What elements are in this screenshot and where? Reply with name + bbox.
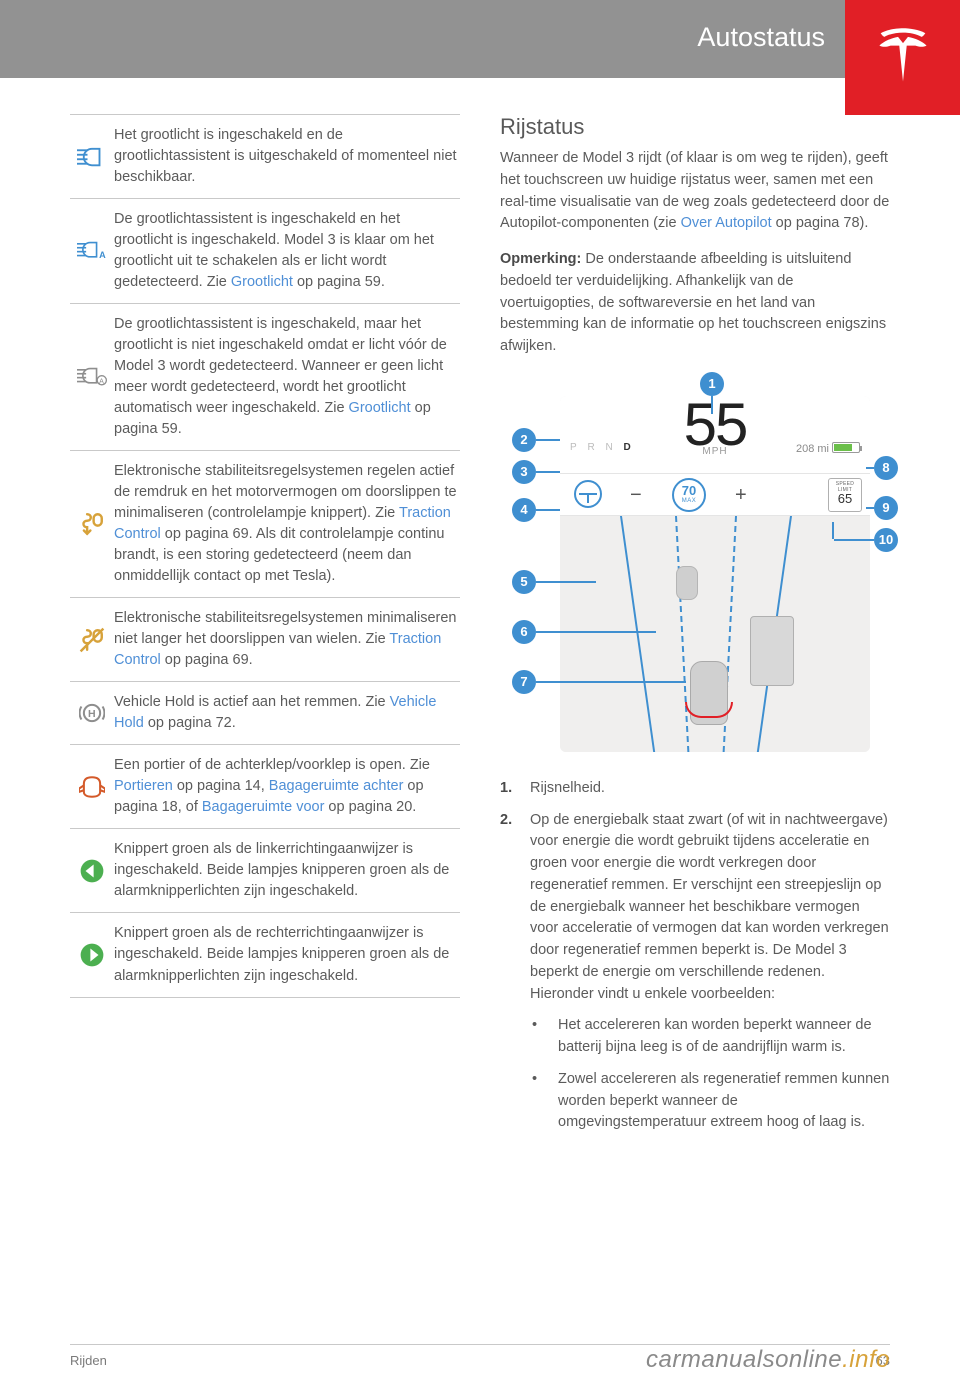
indicator-row: Een portier of de achterklep/voorklep is… xyxy=(70,745,460,829)
content-columns: Het grootlicht is ingeschakeld en de gro… xyxy=(0,78,960,1154)
page: Autostatus Het grootlicht is ingeschakel… xyxy=(0,0,960,1396)
tesla-logo-icon xyxy=(872,27,934,89)
gear-indicator: P R N D xyxy=(570,442,635,453)
battery-icon xyxy=(832,442,860,453)
max-speed-circle: 70MAX xyxy=(672,478,706,512)
indicator-text: Het grootlicht is ingeschakeld en de gro… xyxy=(114,125,460,188)
touchscreen-frame: 55 P R N D MPH 208 mi − 70MAX + SPEED LI… xyxy=(560,396,870,752)
indicator-text: De grootlichtassistent is ingeschakeld e… xyxy=(114,209,460,293)
header-title: Autostatus xyxy=(697,22,825,53)
indicator-text: Elektronische stabiliteitsregelsystemen … xyxy=(114,461,460,587)
speed-unit: MPH xyxy=(702,446,727,457)
traction-control-icon xyxy=(70,511,114,537)
indicator-row: Het grootlicht is ingeschakeld en de gro… xyxy=(70,114,460,199)
callout-8: 8 xyxy=(874,456,898,480)
indicator-text: De grootlichtassistent is ingeschakeld, … xyxy=(114,314,460,440)
link-bagage-achter[interactable]: Bagageruimte achter xyxy=(269,778,404,794)
header-bar: Autostatus xyxy=(0,0,960,78)
range-display: 208 mi xyxy=(796,442,860,455)
steering-wheel-icon xyxy=(574,480,602,508)
callout-4: 4 xyxy=(512,498,536,522)
turn-right-icon xyxy=(70,942,114,968)
list-item: 2. Op de energiebalk staat zwart (of wit… xyxy=(500,810,890,1145)
right-column: Rijstatus Wanneer de Model 3 rijdt (of k… xyxy=(500,114,890,1154)
door-open-icon xyxy=(70,774,114,800)
link-over-autopilot[interactable]: Over Autopilot xyxy=(681,215,772,231)
indicator-row: A De grootlichtassistent is ingeschakeld… xyxy=(70,304,460,451)
indicator-row: H Vehicle Hold is actief aan het remmen.… xyxy=(70,682,460,745)
note-paragraph: Opmerking: De onderstaande afbeelding is… xyxy=(500,249,890,358)
footer-section: Rijden xyxy=(70,1353,107,1368)
bullet-item: Zowel accelereren als regeneratief remme… xyxy=(530,1069,890,1134)
touchscreen-control-bar: − 70MAX + SPEED LIMIT65 xyxy=(560,474,870,516)
minus-icon: − xyxy=(630,484,642,507)
svg-text:A: A xyxy=(99,250,106,260)
indicator-text: Elektronische stabiliteitsregelsystemen … xyxy=(114,608,460,671)
indicator-row: A De grootlichtassistent is ingeschakeld… xyxy=(70,199,460,304)
truck-icon xyxy=(750,616,794,686)
callout-1: 1 xyxy=(700,372,724,396)
indicator-text: Knippert groen als de rechterrichtingaan… xyxy=(114,923,460,986)
watermark: carmanualsonline.info xyxy=(646,1346,890,1374)
callout-2: 2 xyxy=(512,428,536,452)
speed-limit-sign: SPEED LIMIT65 xyxy=(828,478,862,512)
lane-visualization xyxy=(560,516,870,752)
numbered-list: 1. Rijsnelheid. 2. Op de energiebalk sta… xyxy=(500,778,890,1144)
bullet-list: Het accelereren kan worden beperkt wanne… xyxy=(530,1015,890,1134)
highbeam-auto-on-icon: A xyxy=(70,240,114,262)
intro-paragraph: Wanneer de Model 3 rijdt (of klaar is om… xyxy=(500,148,890,235)
svg-text:A: A xyxy=(99,378,104,386)
svg-text:H: H xyxy=(88,708,96,720)
plus-icon: + xyxy=(735,484,747,507)
link-grootlicht[interactable]: Grootlicht xyxy=(349,400,411,416)
callout-10: 10 xyxy=(874,528,898,552)
link-bagage-voor[interactable]: Bagageruimte voor xyxy=(202,799,325,815)
lead-vehicle-icon xyxy=(676,566,698,600)
callout-5: 5 xyxy=(512,570,536,594)
tesla-logo xyxy=(845,0,960,115)
indicator-text: Een portier of de achterklep/voorklep is… xyxy=(114,755,460,818)
indicator-row: Knippert groen als de linkerrichtingaanw… xyxy=(70,829,460,913)
note-label: Opmerking: xyxy=(500,251,581,267)
vehicle-hold-icon: H xyxy=(70,700,114,726)
traction-control-off-icon xyxy=(70,627,114,653)
left-column: Het grootlicht is ingeschakeld en de gro… xyxy=(70,114,460,1154)
list-item: 1. Rijsnelheid. xyxy=(500,778,890,800)
touchscreen-top-bar: 55 P R N D MPH 208 mi xyxy=(560,396,870,474)
indicator-row: Knippert groen als de rechterrichtingaan… xyxy=(70,913,460,997)
highbeam-icon xyxy=(70,147,114,167)
indicator-row: Elektronische stabiliteitsregelsystemen … xyxy=(70,451,460,598)
indicator-text: Knippert groen als de linkerrichtingaanw… xyxy=(114,839,460,902)
highbeam-auto-off-icon: A xyxy=(70,366,114,388)
callout-9: 9 xyxy=(874,496,898,520)
bullet-item: Het accelereren kan worden beperkt wanne… xyxy=(530,1015,890,1059)
callout-7: 7 xyxy=(512,670,536,694)
turn-left-icon xyxy=(70,858,114,884)
callout-6: 6 xyxy=(512,620,536,644)
indicator-text: Vehicle Hold is actief aan het remmen. Z… xyxy=(114,692,460,734)
ego-vehicle-icon xyxy=(690,661,728,725)
touchscreen-figure: 55 P R N D MPH 208 mi − 70MAX + SPEED LI… xyxy=(500,372,890,762)
link-portieren[interactable]: Portieren xyxy=(114,778,173,794)
link-grootlicht[interactable]: Grootlicht xyxy=(231,274,293,290)
indicator-row: Elektronische stabiliteitsregelsystemen … xyxy=(70,598,460,682)
section-heading: Rijstatus xyxy=(500,114,890,140)
callout-3: 3 xyxy=(512,460,536,484)
